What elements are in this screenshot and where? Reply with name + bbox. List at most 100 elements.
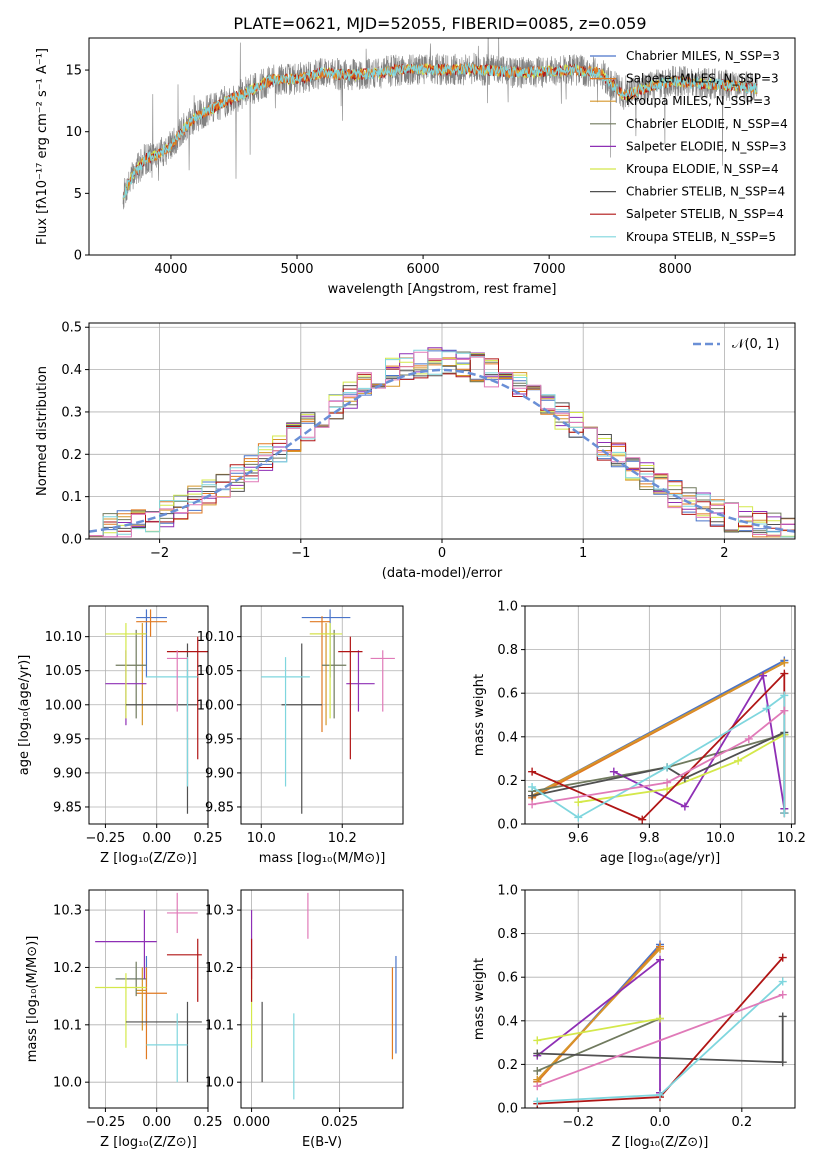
mass_vs_Z-point bbox=[95, 910, 157, 979]
age_vs_mass-point bbox=[346, 650, 375, 712]
weight_vs_Z-marker bbox=[656, 955, 664, 964]
spectrum-data-line bbox=[122, 38, 758, 210]
weight_vs_Z-ytick-label: 0.4 bbox=[497, 1014, 518, 1029]
mass_vs_EBV-xlabel: E(B-V) bbox=[302, 1135, 342, 1150]
weight_vs_age-marker bbox=[528, 767, 537, 776]
weight_vs_age-xtick-label: 9.6 bbox=[568, 831, 589, 846]
weight_vs_age-xtick-label: 10.2 bbox=[777, 831, 806, 846]
weight_vs_Z-marker bbox=[533, 1082, 542, 1091]
weight_vs_Z-series-kroupa_miles bbox=[536, 948, 661, 1081]
age_vs_Z-ylabel: age [log₁₀(age/yr)] bbox=[17, 655, 32, 776]
age_vs_mass-ytick-label: 9.90 bbox=[205, 766, 234, 781]
weight_vs_Z-marker bbox=[778, 1058, 787, 1067]
age_vs_Z-axes: −0.25 0.00 0.25 9.85 9.90 9.95 10.00 10.05 10.10… bbox=[17, 605, 223, 866]
age_vs_mass-xtick-label: 10.0 bbox=[247, 831, 276, 846]
weight_vs_Z-marker bbox=[533, 1036, 542, 1045]
weight_vs_age-series-salpeter_elodie bbox=[613, 673, 786, 809]
age_vs_mass-ytick-label: 10.10 bbox=[197, 630, 234, 645]
weight_vs_age-plot-area bbox=[528, 656, 789, 824]
age_vs_Z-point bbox=[166, 636, 208, 760]
age_vs_mass-axes: 10.0 10.2 9.85 9.90 9.95 10.00 10.05 10.10 mass … bbox=[197, 605, 404, 866]
weight_vs_Z-series-chabrier_elodie bbox=[536, 1017, 661, 1072]
spectrum-frame bbox=[88, 37, 796, 256]
weight_vs_age-marker bbox=[663, 778, 672, 787]
spectrum-xtick-label: 4000 bbox=[154, 262, 187, 277]
residual_histogram-plot-area bbox=[89, 347, 795, 539]
age_vs_Z-ytick-label: 9.90 bbox=[53, 766, 82, 781]
age_vs_mass-point bbox=[322, 629, 347, 719]
age_vs_mass-ytick-label: 9.95 bbox=[205, 732, 234, 747]
age_vs_mass-ytick-label: 10.05 bbox=[197, 664, 234, 679]
residual_histogram-xtick-label: 2 bbox=[720, 546, 728, 561]
weight_vs_Z-ytick-label: 0.2 bbox=[497, 1058, 518, 1073]
residual_histogram-xlabel: (data-model)/error bbox=[382, 566, 503, 581]
weight_vs_Z-ytick-label: 0.0 bbox=[497, 1102, 518, 1117]
weight_vs_Z-ytick-label: 1.0 bbox=[497, 884, 518, 899]
spectrum-axes: 4000 5000 6000 7000 8000 0 5 10 15 wavelength [An… bbox=[35, 37, 796, 297]
mass_vs_EBV-xtick-label: 0.000 bbox=[233, 1115, 270, 1130]
weight_vs_Z-xtick-label: 0.2 bbox=[731, 1115, 752, 1130]
age_vs_mass-point bbox=[338, 636, 363, 760]
residual_histogram-xtick-label: 1 bbox=[579, 546, 587, 561]
weight_vs_Z-marker bbox=[778, 1012, 787, 1021]
weight_vs_Z-marker bbox=[533, 1097, 542, 1106]
mass_vs_Z-xtick-label: 0.00 bbox=[142, 1115, 171, 1130]
weight_vs_age-marker bbox=[759, 671, 768, 680]
weight_vs_age-frame bbox=[524, 605, 796, 825]
legend-label: Kroupa MILES, N_SSP=3 bbox=[626, 94, 771, 108]
age_vs_Z-ytick-label: 10.05 bbox=[45, 664, 82, 679]
spectrum-model-kroupa_stelib bbox=[122, 62, 758, 199]
weight_vs_age-axes: 9.6 9.8 10.0 10.2 0.0 0.2 0.4 0.6 0.8 1.0 age [log… bbox=[472, 600, 806, 867]
weight_vs_age-marker bbox=[528, 791, 537, 800]
residual_histogram-ytick-label: 0.4 bbox=[61, 363, 82, 378]
hist-normal-curve bbox=[89, 368, 795, 533]
mass_vs_Z-ytick-label: 10.1 bbox=[53, 1018, 82, 1033]
mass_vs_Z-point bbox=[125, 1001, 202, 1083]
age_vs_Z-point bbox=[115, 629, 147, 719]
residual_histogram-ytick-label: 0.0 bbox=[61, 533, 82, 548]
weight_vs_Z-marker bbox=[533, 1066, 542, 1075]
weight_vs_Z-series-pink bbox=[536, 993, 784, 1088]
legend-label: Salpeter MILES, N_SSP=3 bbox=[626, 72, 779, 86]
mass_vs_Z-frame bbox=[88, 889, 209, 1109]
legend-label: Kroupa STELIB, N_SSP=5 bbox=[626, 230, 776, 244]
age_vs_mass-ytick-label: 10.00 bbox=[197, 698, 234, 713]
spectrum-model-salpeter_miles bbox=[122, 62, 758, 199]
age_vs_Z-point bbox=[136, 609, 167, 637]
mass_vs_EBV-ytick-label: 10.0 bbox=[205, 1076, 234, 1091]
spectrum-plot-area bbox=[122, 38, 758, 210]
legend-label: Chabrier MILES, N_SSP=3 bbox=[626, 49, 780, 63]
weight_vs_age-marker bbox=[780, 809, 789, 818]
weight_vs_age-series-kroupa_elodie bbox=[578, 733, 785, 804]
residual_histogram-ytick-label: 0.5 bbox=[61, 321, 82, 336]
age_vs_Z-point bbox=[146, 657, 198, 787]
weight_vs_Z-ylabel: mass weight bbox=[472, 958, 487, 1040]
age_vs_Z-ytick-label: 10.00 bbox=[45, 698, 82, 713]
weight_vs_age-marker bbox=[528, 800, 537, 809]
hist-legend: 𝒩(0, 1) bbox=[693, 337, 779, 352]
residual_histogram-xtick-label: −1 bbox=[291, 546, 310, 561]
mass_vs_EBV-ytick-label: 10.1 bbox=[205, 1018, 234, 1033]
legend-label: Salpeter STELIB, N_SSP=4 bbox=[626, 207, 784, 221]
hist-legend-label: 𝒩(0, 1) bbox=[732, 337, 779, 352]
residual_histogram-axes: −2 −1 0 1 2 0.0 0.1 0.2 0.3 0.4 0.5 (data-model)/er… bbox=[35, 321, 796, 581]
residual_histogram-xtick-label: −2 bbox=[150, 546, 169, 561]
weight_vs_age-marker bbox=[780, 706, 789, 715]
weight_vs_age-marker bbox=[734, 756, 743, 765]
age_vs_Z-point bbox=[136, 609, 167, 678]
weight_vs_age-xtick-label: 9.8 bbox=[639, 831, 660, 846]
weight_vs_age-marker bbox=[609, 767, 618, 776]
spectrum-ytick-label: 5 bbox=[74, 187, 82, 202]
figure-title: PLATE=0621, MJD=52055, FIBERID=0085, z=0… bbox=[233, 14, 646, 33]
age_vs_Z-frame bbox=[88, 605, 209, 825]
age_vs_Z-xtick-label: 0.25 bbox=[194, 831, 223, 846]
mass_vs_EBV-ytick-label: 10.3 bbox=[205, 904, 234, 919]
mass_vs_EBV-axes: 0.000 0.025 10.0 10.1 10.2 10.3 E(B-V) bbox=[205, 889, 404, 1150]
mass_vs_Z-point bbox=[136, 967, 147, 1031]
weight_vs_age-ylabel: mass weight bbox=[472, 674, 487, 756]
weight_vs_Z-xlabel: Z [log₁₀(Z/Z⊙)] bbox=[612, 1135, 709, 1150]
residual_histogram-ytick-label: 0.3 bbox=[61, 405, 82, 420]
weight_vs_Z-plot-area bbox=[533, 940, 787, 1108]
weight_vs_age-marker bbox=[780, 691, 789, 700]
